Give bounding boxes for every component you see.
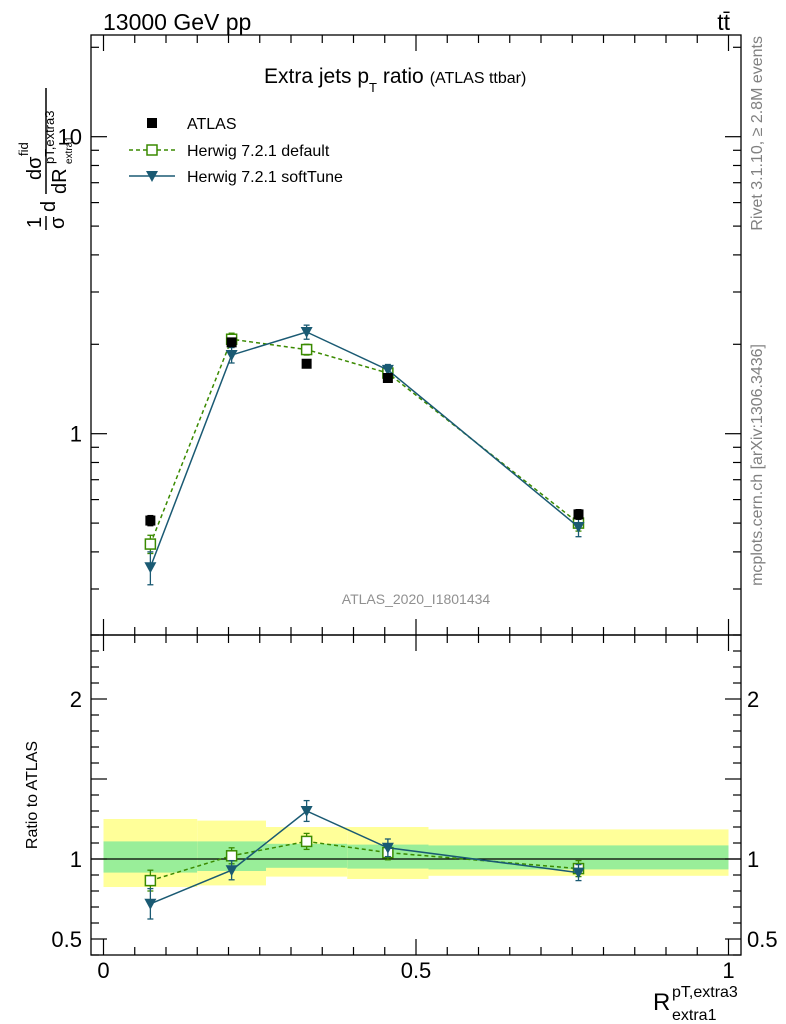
main-series-layer bbox=[144, 324, 585, 586]
axes-layer: 1 10 0.5 0.5 1 1 2 2 0 0.5 1 bbox=[51, 34, 778, 983]
svg-text:pT,extra3: pT,extra3 bbox=[42, 111, 57, 164]
xtick-label: 0.5 bbox=[401, 958, 432, 983]
data-point-softtune bbox=[572, 867, 585, 879]
svg-text:dR: dR bbox=[49, 168, 71, 194]
rivet-label: Rivet 3.1.10, ≥ 2.8M events bbox=[749, 36, 766, 231]
legend-atlas-label: ATLAS bbox=[187, 116, 237, 133]
series-line bbox=[149, 331, 579, 568]
svg-text:1: 1 bbox=[24, 217, 46, 228]
svg-text:extra1: extra1 bbox=[64, 136, 75, 164]
ratio-ytick-label: 0.5 bbox=[51, 927, 82, 952]
data-point-softtune bbox=[225, 865, 238, 877]
ratio-uncertainty-bands bbox=[91, 819, 741, 887]
data-point-atlas bbox=[301, 358, 312, 369]
data-point-softtune bbox=[381, 364, 394, 376]
title-tail: ratio bbox=[377, 65, 424, 88]
data-point-softtune bbox=[300, 806, 313, 817]
band-inner bbox=[103, 841, 198, 873]
data-point-atlas bbox=[226, 337, 237, 348]
energy-label: 13000 GeV pp bbox=[103, 9, 251, 35]
data-point-softtune bbox=[225, 350, 238, 362]
series-line bbox=[149, 338, 579, 545]
svg-text:dσ: dσ bbox=[24, 156, 46, 180]
svg-text:d: d bbox=[38, 201, 60, 212]
ratio-series-layer bbox=[144, 799, 585, 920]
data-point-default bbox=[144, 874, 157, 887]
data-point-default bbox=[225, 850, 238, 862]
legend-softtune-label: Herwig 7.2.1 softTune bbox=[187, 169, 343, 186]
data-point-softtune bbox=[381, 842, 394, 854]
data-point-atlas bbox=[382, 373, 393, 384]
xtick-label: 1 bbox=[722, 958, 734, 983]
ratio-ytick-label-right: 0.5 bbox=[747, 927, 778, 952]
data-point-atlas bbox=[145, 515, 156, 526]
data-point-default bbox=[300, 343, 313, 356]
legend-softtune-marker bbox=[146, 171, 158, 182]
legend-default-marker bbox=[146, 144, 158, 156]
ratio-ytick-label-right: 2 bbox=[747, 687, 759, 712]
main-ylabel: 1 σ d dσ fid dR pT,extra3 extra1 bbox=[16, 88, 75, 230]
ratio-ytick-label: 2 bbox=[70, 687, 82, 712]
xtick-label: 0 bbox=[97, 958, 109, 983]
ratio-ytick-label-right: 1 bbox=[747, 847, 759, 872]
ratio-ylabel: Ratio to ATLAS bbox=[24, 741, 41, 849]
ratio-frame bbox=[90, 634, 742, 956]
data-point-softtune bbox=[572, 522, 585, 534]
xlabel-sup: pT,extra3 bbox=[672, 984, 738, 1001]
data-point-softtune bbox=[144, 898, 157, 910]
chart-title: Extra jets pT ratio (ATLAS ttbar) bbox=[264, 65, 526, 95]
svg-text:σ: σ bbox=[47, 216, 69, 229]
main-ytick-label: 10 bbox=[58, 125, 82, 150]
data-point-softtune bbox=[300, 326, 313, 338]
data-point-softtune bbox=[144, 562, 157, 574]
title-sub: T bbox=[369, 80, 377, 95]
legend-default-label: Herwig 7.2.1 default bbox=[187, 143, 330, 160]
process-label: tt̄ bbox=[717, 9, 730, 35]
data-point-default bbox=[300, 835, 313, 848]
data-point-default bbox=[144, 538, 157, 550]
ratio-ytick-label: 1 bbox=[70, 847, 82, 872]
x-axis-label: R bbox=[653, 989, 670, 1016]
legend: ATLAS Herwig 7.2.1 default Herwig 7.2.1 … bbox=[129, 116, 343, 186]
svg-text:fid: fid bbox=[16, 142, 31, 156]
title-small: (ATLAS ttbar) bbox=[430, 70, 527, 87]
analysis-label: ATLAS_2020_I1801434 bbox=[342, 591, 491, 607]
xlabel-main: R bbox=[653, 989, 670, 1016]
mcplots-label: mcplots.cern.ch [arXiv:1306.3436] bbox=[749, 344, 766, 586]
data-point-atlas bbox=[573, 509, 584, 520]
legend-atlas-marker bbox=[147, 118, 157, 128]
title-main: Extra jets p bbox=[264, 65, 369, 88]
main-ytick-label: 1 bbox=[70, 422, 82, 447]
xlabel-sub: extra1 bbox=[672, 1007, 717, 1024]
